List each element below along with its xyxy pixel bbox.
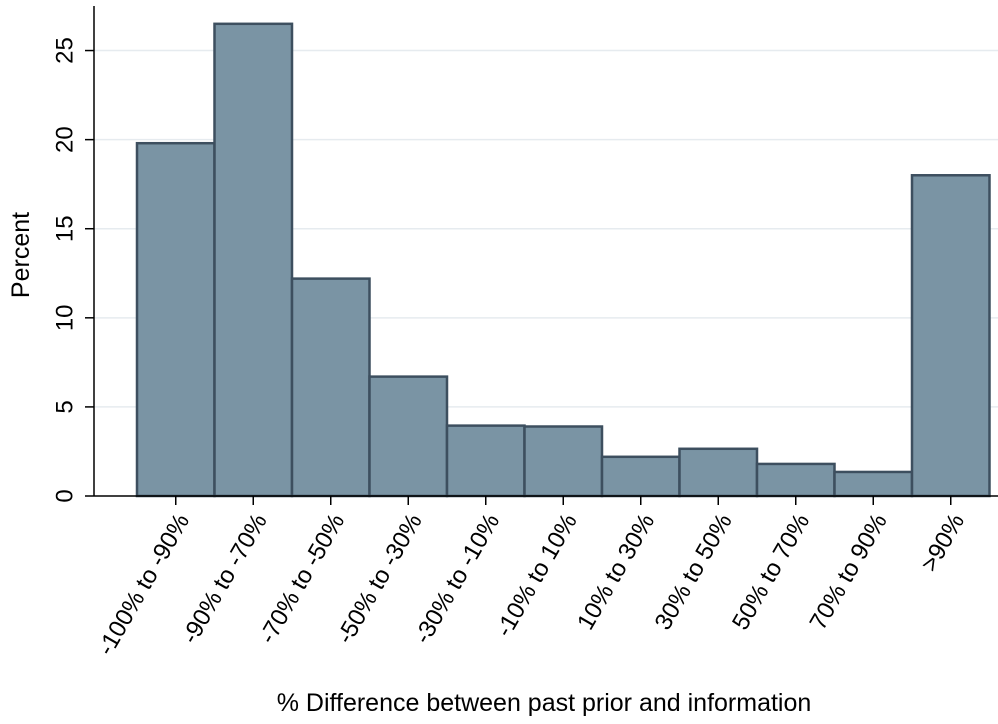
x-tick-label: 30% to 50% xyxy=(650,509,738,635)
bars xyxy=(135,22,991,498)
x-ticks: -100% to -90%-90% to -70%-70% to -50%-50… xyxy=(92,496,970,660)
x-tick-label: 10% to 30% xyxy=(572,509,660,635)
bar xyxy=(445,424,526,498)
y-tick-label: 20 xyxy=(52,126,79,153)
bar xyxy=(678,447,759,498)
x-tick-label: 70% to 90% xyxy=(805,509,893,635)
bar xyxy=(523,425,604,498)
axes xyxy=(93,6,998,497)
bar xyxy=(755,462,836,498)
bar xyxy=(368,375,449,498)
x-tick-label: >90% xyxy=(916,509,970,576)
x-tick-label: -10% to 10% xyxy=(491,509,583,642)
bar xyxy=(600,455,681,498)
x-tick-label: 50% to 70% xyxy=(727,509,815,635)
y-ticks: 0 5 10 15 20 25 xyxy=(52,37,94,503)
bar xyxy=(290,277,371,498)
x-axis-title: % Difference between past prior and info… xyxy=(277,689,812,717)
bar xyxy=(910,174,991,498)
y-tick-label: 5 xyxy=(52,400,79,413)
y-tick-label: 10 xyxy=(52,304,79,331)
y-tick-label: 15 xyxy=(52,215,79,242)
y-axis-title: Percent xyxy=(7,212,35,298)
bar xyxy=(213,22,294,498)
y-tick-label: 0 xyxy=(52,489,79,502)
y-tick-label: 25 xyxy=(52,37,79,64)
bar xyxy=(135,141,216,498)
bar xyxy=(833,470,914,498)
